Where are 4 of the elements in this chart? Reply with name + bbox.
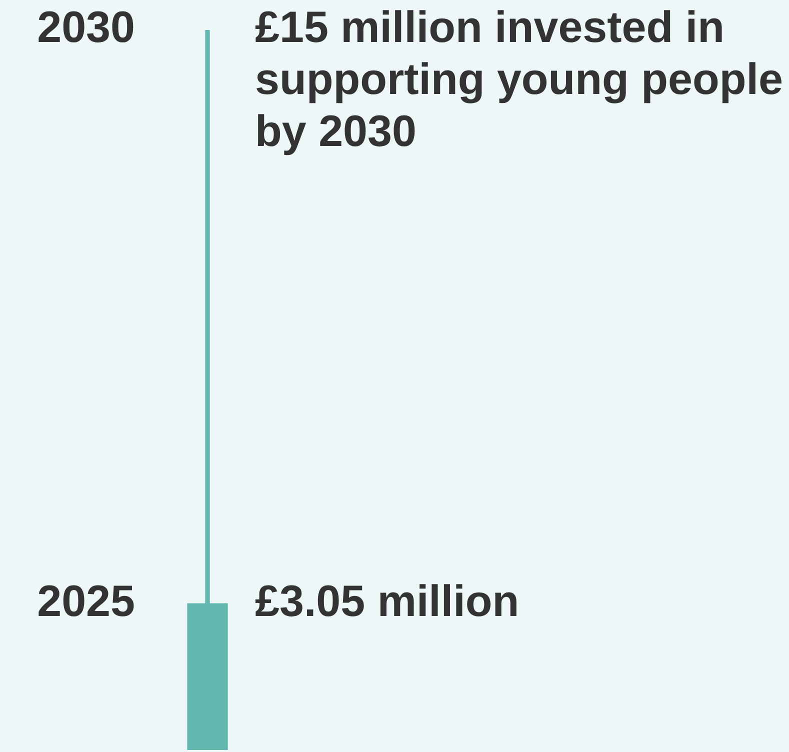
- annotation: £3.05 million: [255, 576, 520, 626]
- text: 2030: [37, 3, 135, 52]
- annotation: £15 million invested in supporting young people by 2030: [255, 3, 783, 156]
- text: 2025: [37, 576, 135, 626]
